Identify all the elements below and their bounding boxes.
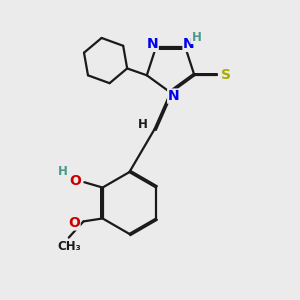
Text: CH₃: CH₃: [57, 240, 81, 253]
Text: N: N: [183, 38, 195, 51]
Text: H: H: [58, 165, 68, 178]
Text: O: O: [68, 216, 80, 230]
Text: H: H: [138, 118, 148, 130]
Text: N: N: [168, 89, 179, 103]
Text: H: H: [192, 31, 201, 44]
Text: N: N: [147, 38, 158, 51]
Text: O: O: [69, 174, 81, 188]
Text: S: S: [220, 68, 231, 82]
